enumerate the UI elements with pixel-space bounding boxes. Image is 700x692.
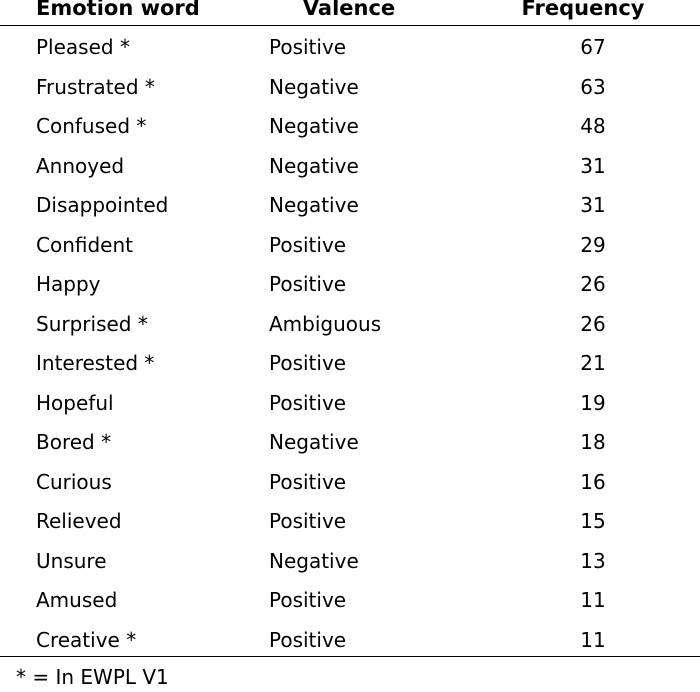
table-body: Pleased * Positive 67 Frustrated * Negative 6…	[0, 28, 700, 660]
cell-valence: Positive	[269, 272, 347, 296]
cell-frequency: 16	[580, 469, 606, 494]
table-row: Amused Positive 11	[0, 581, 700, 621]
cell-emotion-word: Confident	[36, 232, 133, 257]
table-row: Pleased * Positive 67	[0, 28, 700, 68]
cell-frequency: 13	[580, 548, 606, 573]
bottom-divider	[0, 656, 700, 657]
cell-frequency: 11	[580, 588, 606, 612]
cell-valence: Positive	[269, 35, 347, 59]
header-divider	[0, 25, 700, 26]
table-row: Disappointed Negative 31	[0, 186, 700, 226]
cell-valence: Negative	[269, 74, 359, 99]
cell-emotion-word: Unsure	[36, 548, 107, 573]
cell-emotion-word: Bored *	[36, 430, 112, 454]
table-row: Curious Positive 16	[0, 463, 700, 503]
cell-emotion-word: Interested *	[36, 351, 155, 375]
cell-emotion-word: Pleased *	[36, 35, 130, 59]
table-header: Emotion word Valence Frequency	[0, 0, 700, 25]
cell-emotion-word: Curious	[36, 469, 112, 494]
table-row: Bored * Negative 18	[0, 423, 700, 463]
cell-valence: Positive	[269, 351, 347, 375]
table-row: Frustrated * Negative 63	[0, 68, 700, 108]
table-row: Unsure Negative 13	[0, 542, 700, 582]
header-frequency: Frequency	[521, 0, 645, 20]
cell-emotion-word: Creative *	[36, 627, 137, 652]
table-row: Creative * Positive 11	[0, 621, 700, 661]
cell-frequency: 31	[580, 193, 606, 217]
cell-frequency: 19	[580, 390, 606, 415]
cell-valence: Positive	[269, 627, 347, 652]
table-row: Confused * Negative 48	[0, 107, 700, 147]
cell-valence: Positive	[269, 469, 347, 494]
table-row: Happy Positive 26	[0, 265, 700, 305]
cell-emotion-word: Frustrated *	[36, 74, 155, 99]
cell-emotion-word: Relieved	[36, 509, 122, 533]
cell-emotion-word: Disappointed	[36, 193, 169, 217]
table-row: Relieved Positive 15	[0, 502, 700, 542]
cell-frequency: 29	[580, 232, 606, 257]
cell-valence: Negative	[269, 430, 359, 454]
cell-valence: Negative	[269, 193, 359, 217]
cell-frequency: 63	[580, 74, 606, 99]
table-row: Confident Positive 29	[0, 226, 700, 266]
cell-valence: Negative	[269, 548, 359, 573]
cell-emotion-word: Confused *	[36, 114, 147, 138]
header-valence: Valence	[302, 0, 396, 20]
cell-frequency: 31	[580, 153, 606, 178]
table-row: Hopeful Positive 19	[0, 384, 700, 424]
cell-emotion-word: Surprised *	[36, 311, 148, 336]
cell-frequency: 48	[580, 114, 606, 138]
cell-emotion-word: Amused	[36, 588, 118, 612]
table-row: Interested * Positive 21	[0, 344, 700, 384]
cell-frequency: 26	[580, 272, 606, 296]
cell-valence: Positive	[269, 509, 347, 533]
cell-valence: Negative	[269, 153, 359, 178]
cell-valence: Ambiguous	[269, 311, 382, 336]
header-emotion-word: Emotion word	[36, 0, 200, 20]
table-row: Surprised * Ambiguous 26	[0, 305, 700, 345]
cell-valence: Positive	[269, 588, 347, 612]
cell-frequency: 11	[580, 627, 606, 652]
cell-valence: Positive	[269, 390, 347, 415]
cell-frequency: 67	[580, 35, 606, 59]
cell-frequency: 21	[580, 351, 606, 375]
table-row: Annoyed Negative 31	[0, 147, 700, 187]
cell-valence: Negative	[269, 114, 359, 138]
footnote: * = In EWPL V1	[16, 665, 169, 689]
cell-emotion-word: Annoyed	[36, 153, 125, 178]
cell-frequency: 15	[580, 509, 606, 533]
cell-emotion-word: Happy	[36, 272, 101, 296]
cell-valence: Positive	[269, 232, 347, 257]
cell-frequency: 18	[580, 430, 606, 454]
cell-frequency: 26	[580, 311, 606, 336]
cell-emotion-word: Hopeful	[36, 390, 114, 415]
